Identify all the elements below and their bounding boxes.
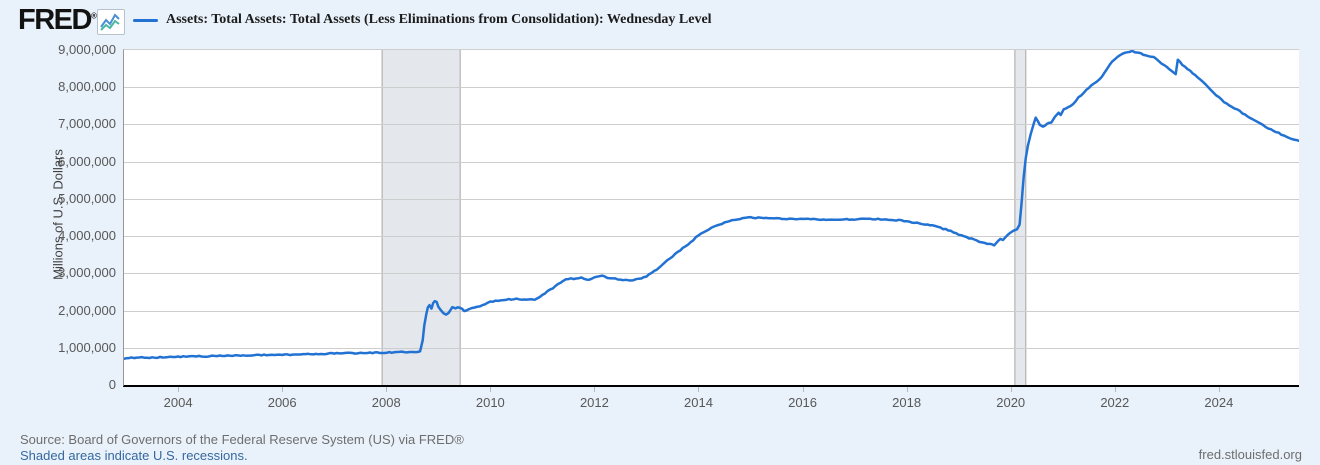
plot-area[interactable] bbox=[123, 49, 1299, 387]
x-tick-mark bbox=[1114, 387, 1116, 392]
x-tick-mark bbox=[1010, 387, 1012, 392]
x-tick-label: 2004 bbox=[163, 395, 193, 410]
x-tick-mark bbox=[802, 387, 804, 392]
x-tick-mark bbox=[282, 387, 284, 392]
x-tick-label: 2024 bbox=[1204, 395, 1234, 410]
x-tick-label: 2006 bbox=[267, 395, 297, 410]
y-tick-label: 0 bbox=[108, 377, 116, 392]
x-tick-mark bbox=[594, 387, 596, 392]
x-tick-mark bbox=[490, 387, 492, 392]
y-tick-label: 6,000,000 bbox=[58, 153, 116, 169]
x-tick-label: 2020 bbox=[996, 395, 1026, 410]
sparkline-chart-icon bbox=[97, 9, 125, 35]
y-tick-label: 2,000,000 bbox=[58, 302, 116, 318]
recessions-link[interactable]: Shaded areas indicate U.S. recessions. bbox=[20, 448, 248, 463]
series-line bbox=[124, 50, 1299, 361]
registered-mark: ® bbox=[90, 11, 97, 21]
x-tick-label: 2014 bbox=[684, 395, 713, 410]
y-tick-label: 3,000,000 bbox=[58, 265, 116, 281]
x-tick-mark bbox=[906, 387, 908, 392]
x-tick-label: 2012 bbox=[579, 395, 609, 410]
y-tick-label: 8,000,000 bbox=[58, 79, 116, 95]
fred-logo[interactable]: FRED® bbox=[18, 4, 97, 36]
x-tick-mark bbox=[1218, 387, 1220, 392]
x-tick-label: 2008 bbox=[371, 395, 401, 410]
x-tick-label: 2016 bbox=[788, 395, 818, 410]
source-text: Source: Board of Governors of the Federa… bbox=[20, 432, 464, 447]
x-tick-label: 2018 bbox=[892, 395, 922, 410]
recession-band bbox=[382, 50, 461, 385]
x-tick-label: 2010 bbox=[475, 395, 505, 410]
y-tick-label: 9,000,000 bbox=[58, 42, 116, 57]
x-tick-mark bbox=[386, 387, 388, 392]
y-tick-label: 4,000,000 bbox=[58, 228, 116, 244]
x-tick-mark bbox=[698, 387, 700, 392]
x-tick-label: 2022 bbox=[1100, 395, 1130, 410]
site-text: fred.stlouisfed.org bbox=[1198, 447, 1302, 462]
y-tick-label: 7,000,000 bbox=[58, 116, 116, 132]
series-svg bbox=[124, 50, 1299, 385]
y-tick-label: 5,000,000 bbox=[58, 190, 116, 206]
x-tick-mark bbox=[178, 387, 180, 392]
y-tick-label: 1,000,000 bbox=[58, 339, 116, 355]
legend-line-swatch bbox=[133, 19, 158, 22]
chart-title: Assets: Total Assets: Total Assets (Less… bbox=[166, 12, 712, 27]
